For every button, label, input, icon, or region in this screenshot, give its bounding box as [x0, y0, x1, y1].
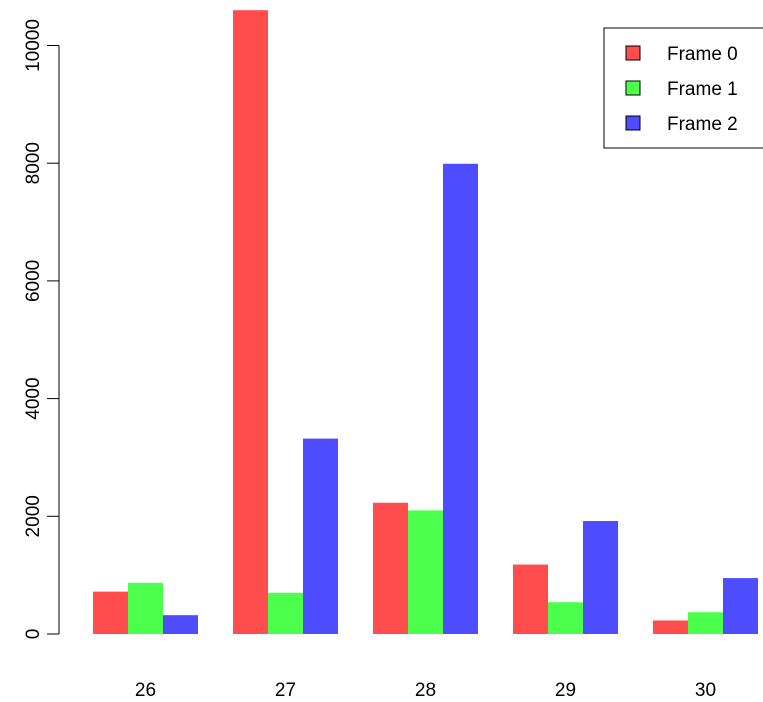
- x-category-label: 30: [695, 680, 716, 701]
- y-tick-label: 6000: [23, 260, 44, 302]
- bar-27-series-1: [268, 592, 303, 634]
- y-tick-label: 8000: [23, 142, 44, 184]
- x-category-label: 28: [415, 680, 436, 701]
- bar-26-series-0: [93, 591, 128, 634]
- legend-swatch-1: [625, 80, 641, 96]
- bar-29-series-2: [583, 521, 618, 634]
- bar-29-series-1: [548, 602, 583, 634]
- bars-group: [93, 10, 758, 634]
- x-axis-labels: 26 27 28 29 30: [135, 680, 716, 701]
- x-category-label: 27: [275, 680, 296, 701]
- x-category-label: 26: [135, 680, 156, 701]
- legend-swatch-0: [625, 45, 641, 61]
- legend-label-2: Frame 2: [667, 114, 738, 135]
- bar-28-series-2: [443, 163, 478, 634]
- y-axis: 0 2000 4000 6000 8000 10000: [23, 19, 60, 640]
- y-tick-label: 2000: [23, 495, 44, 537]
- x-category-label: 29: [555, 680, 576, 701]
- bar-27-series-2: [303, 438, 338, 634]
- y-tick-label: 0: [23, 629, 44, 640]
- bar-30-series-2: [723, 578, 758, 634]
- bar-28-series-0: [373, 502, 408, 634]
- bar-30-series-1: [688, 612, 723, 634]
- bar-26-series-1: [128, 582, 163, 634]
- bar-26-series-2: [163, 615, 198, 634]
- bar-28-series-1: [408, 510, 443, 634]
- bar-27-series-0: [233, 10, 268, 634]
- bar-29-series-0: [513, 564, 548, 634]
- bar-30-series-0: [653, 620, 688, 634]
- legend-label-1: Frame 1: [667, 79, 738, 100]
- y-tick-label: 10000: [23, 19, 44, 72]
- y-tick-label: 4000: [23, 377, 44, 419]
- legend-label-0: Frame 0: [667, 44, 738, 65]
- legend-swatch-2: [625, 115, 641, 131]
- legend: Frame 0 Frame 1 Frame 2: [603, 27, 763, 149]
